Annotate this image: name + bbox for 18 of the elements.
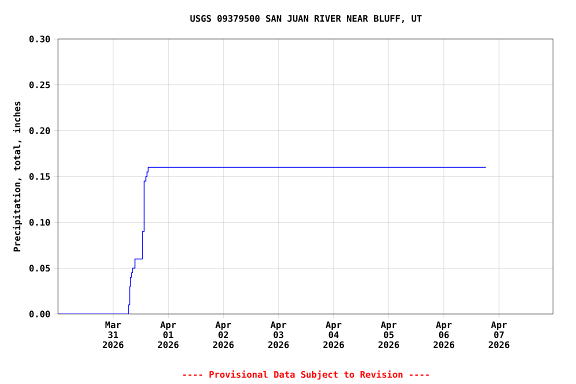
- text: ---- Provisional Data Subject to Revision ----: [183, 370, 429, 380]
- y-axis-title: Precipitation, total, inches: [12, 102, 22, 252]
- x-tick-label: Apr 05 2026: [378, 322, 400, 348]
- x-tick-label: Apr 02 2026: [213, 322, 234, 348]
- x-tick-label: Mar 31 2026: [102, 322, 124, 348]
- y-tick-label: 0.05: [29, 264, 50, 272]
- x-tick-label: Apr 07 2026: [488, 322, 510, 348]
- chart-title: USGS 09379500 SAN JUAN RIVER NEAR BLUFF, UT: [190, 15, 422, 23]
- x-tick-label: Apr 04 2026: [323, 322, 344, 348]
- y-tick-label: 0.00: [29, 310, 50, 318]
- x-tick-label: Apr 01 2026: [158, 322, 179, 348]
- y-tick-label: 0.10: [29, 218, 50, 226]
- y-tick-label: 0.30: [29, 36, 50, 42]
- y-tick-label: 0.20: [29, 127, 50, 134]
- x-tick-label: Apr 03 2026: [268, 322, 289, 348]
- x-tick-label: Apr 06 2026: [434, 322, 454, 348]
- y-tick-label: 0.25: [29, 81, 50, 88]
- y-tick-label: 0.15: [29, 173, 50, 180]
